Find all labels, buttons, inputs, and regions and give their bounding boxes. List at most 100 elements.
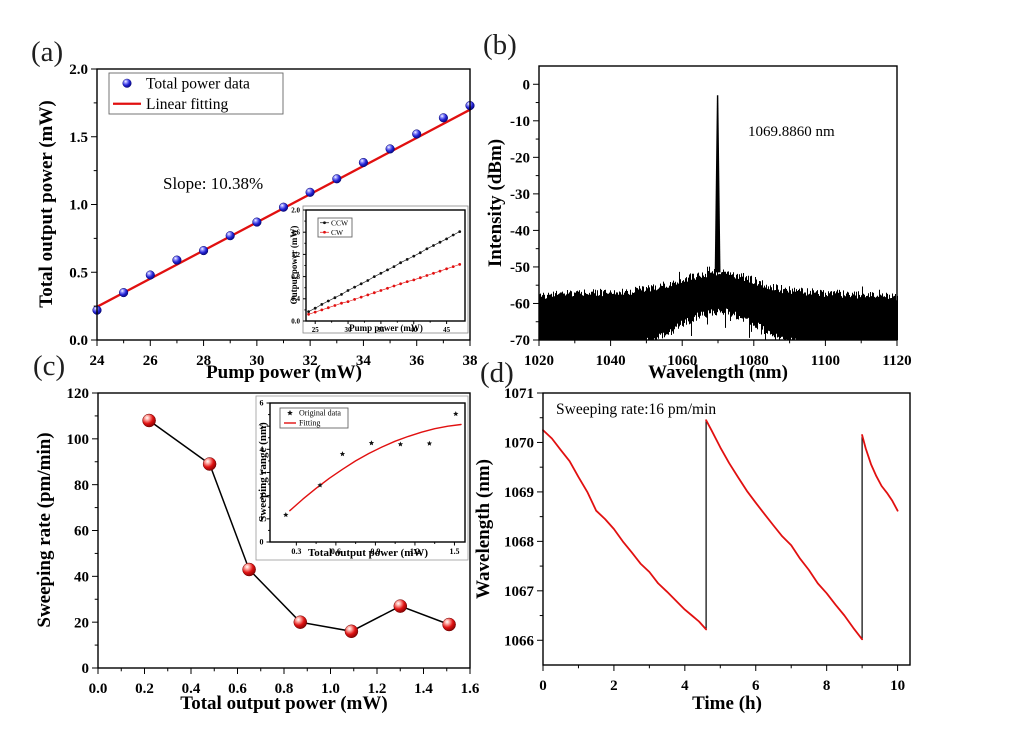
series-original-data (283, 411, 459, 518)
series-wavelength-sweep (542, 419, 899, 641)
svg-text:40: 40 (74, 569, 89, 585)
svg-text:-60: -60 (510, 297, 530, 313)
panel-c-inset-axes: 0.3 0.6 0.9 1.2 1.5 0 1 2 3 4 5 6 Total output power… (257, 399, 459, 559)
panel-label-c: (c) (33, 350, 66, 382)
svg-text:8: 8 (823, 678, 831, 694)
svg-text:0.3: 0.3 (291, 547, 301, 556)
svg-text:10: 10 (890, 678, 905, 694)
svg-text:1.6: 1.6 (291, 229, 300, 237)
svg-text:120: 120 (67, 386, 90, 402)
svg-text:Total output power (mW): Total output power (mW) (180, 693, 387, 714)
svg-text:Pump power (mW): Pump power (mW) (206, 362, 362, 383)
svg-text:1066: 1066 (504, 633, 535, 649)
svg-text:-70: -70 (510, 333, 530, 349)
svg-text:1.2: 1.2 (368, 681, 387, 697)
svg-text:Sweeping rate (pm/min): Sweeping rate (pm/min) (34, 432, 55, 627)
svg-text:80: 80 (74, 478, 89, 494)
svg-text:Linear fitting: Linear fitting (146, 96, 228, 113)
svg-text:1080: 1080 (739, 353, 769, 369)
svg-text:32: 32 (303, 353, 318, 369)
svg-text:Wavelength (nm): Wavelength (nm) (473, 459, 494, 599)
series-fitting (289, 423, 462, 512)
svg-text:6: 6 (752, 678, 760, 694)
svg-text:1068: 1068 (504, 534, 534, 550)
svg-text:0: 0 (539, 678, 547, 694)
svg-text:28: 28 (196, 353, 211, 369)
svg-text:100: 100 (67, 432, 90, 448)
svg-text:1069: 1069 (504, 485, 534, 501)
svg-text:Pump power (mW): Pump power (mW) (349, 323, 423, 333)
panel-a-plot-area (92, 101, 475, 315)
svg-text:5: 5 (260, 422, 264, 431)
svg-text:45: 45 (443, 326, 451, 334)
svg-text:1: 1 (260, 515, 264, 524)
svg-text:26: 26 (143, 353, 159, 369)
svg-text:Fitting: Fitting (299, 419, 320, 428)
svg-text:1.2: 1.2 (291, 251, 300, 259)
svg-text:0.8: 0.8 (291, 273, 300, 281)
svg-text:0.5: 0.5 (69, 265, 88, 281)
svg-text:2.0: 2.0 (291, 206, 300, 214)
svg-text:Total output power (mW): Total output power (mW) (36, 100, 57, 307)
svg-text:Time (h): Time (h) (692, 693, 762, 714)
svg-text:Total power data: Total power data (146, 76, 250, 93)
svg-text:1040: 1040 (596, 353, 626, 369)
svg-text:1.0: 1.0 (321, 681, 340, 697)
svg-text:38: 38 (463, 353, 478, 369)
panel-b-axes: 1020 1040 1060 1080 1100 1120 0 -10 -20 -30 -40 -50… (485, 77, 912, 383)
svg-text:Intensity (dBm): Intensity (dBm) (485, 139, 506, 267)
panel-label-d: (d) (480, 357, 514, 389)
panel-a-inset-axes: 25 30 35 40 45 0.0 0.4 0.8 1.2 1.6 2.0 Pump power (… (289, 206, 451, 333)
panel-a-inset: 25 30 35 40 45 0.0 0.4 0.8 1.2 1.6 2.0 Pump power (… (289, 205, 469, 334)
panel-a-annotation-0: Slope: 10.38% (163, 174, 263, 193)
panel-c-inset-plot-area (283, 411, 462, 518)
svg-text:-30: -30 (510, 187, 530, 203)
svg-text:1100: 1100 (811, 353, 840, 369)
svg-text:30: 30 (345, 326, 353, 334)
svg-text:20: 20 (74, 615, 89, 631)
series-sweeping-rate (142, 413, 456, 639)
svg-text:0.6: 0.6 (331, 547, 341, 556)
svg-text:0.0: 0.0 (89, 681, 108, 697)
svg-text:1.2: 1.2 (410, 547, 420, 556)
panel-label-a: (a) (31, 36, 64, 68)
svg-text:4: 4 (260, 445, 264, 454)
series-cw (307, 263, 462, 316)
svg-text:0.4: 0.4 (291, 295, 300, 303)
panel-b-annotation-0: 1069.8860 nm (748, 124, 835, 140)
svg-text:0.8: 0.8 (275, 681, 294, 697)
svg-text:1.6: 1.6 (461, 681, 480, 697)
svg-text:1.5: 1.5 (449, 547, 459, 556)
series-laser-peak (714, 95, 721, 273)
svg-text:-40: -40 (510, 224, 530, 240)
svg-text:Total output power (mW): Total output power (mW) (308, 547, 428, 559)
svg-text:1071: 1071 (504, 386, 534, 402)
panel-d-axes: 0 2 4 6 8 10 1066 1067 1068 1069 1070 1071 Time (h) W… (473, 386, 905, 714)
svg-text:0: 0 (260, 538, 264, 547)
svg-text:Output power (mW): Output power (mW) (289, 226, 299, 305)
svg-text:60: 60 (74, 524, 89, 540)
svg-text:0.4: 0.4 (182, 681, 201, 697)
series-ccw (307, 230, 462, 313)
panel-a-inset-plot-area (307, 230, 462, 316)
svg-text:35: 35 (377, 326, 385, 334)
svg-text:0.2: 0.2 (135, 681, 154, 697)
svg-text:1120: 1120 (882, 353, 911, 369)
svg-text:1060: 1060 (667, 353, 697, 369)
svg-text:1.0: 1.0 (69, 198, 88, 214)
svg-text:34: 34 (356, 353, 372, 369)
panel-d-annotation-0: Sweeping rate:16 pm/min (556, 401, 716, 418)
svg-text:6: 6 (260, 399, 264, 408)
panel-c-inset: 0.3 0.6 0.9 1.2 1.5 0 1 2 3 4 5 6 Total output power… (255, 395, 469, 561)
svg-text:-10: -10 (510, 114, 530, 130)
svg-text:30: 30 (249, 353, 264, 369)
panel-d-plot-area (542, 419, 899, 641)
svg-text:0.9: 0.9 (370, 547, 380, 556)
svg-text:1067: 1067 (504, 584, 535, 600)
panel-label-b: (b) (483, 29, 517, 61)
svg-text:1020: 1020 (524, 353, 554, 369)
panel-c: 0.0 0.2 0.4 0.6 0.8 1.0 1.2 1.4 1.60204060801001… (34, 386, 480, 714)
